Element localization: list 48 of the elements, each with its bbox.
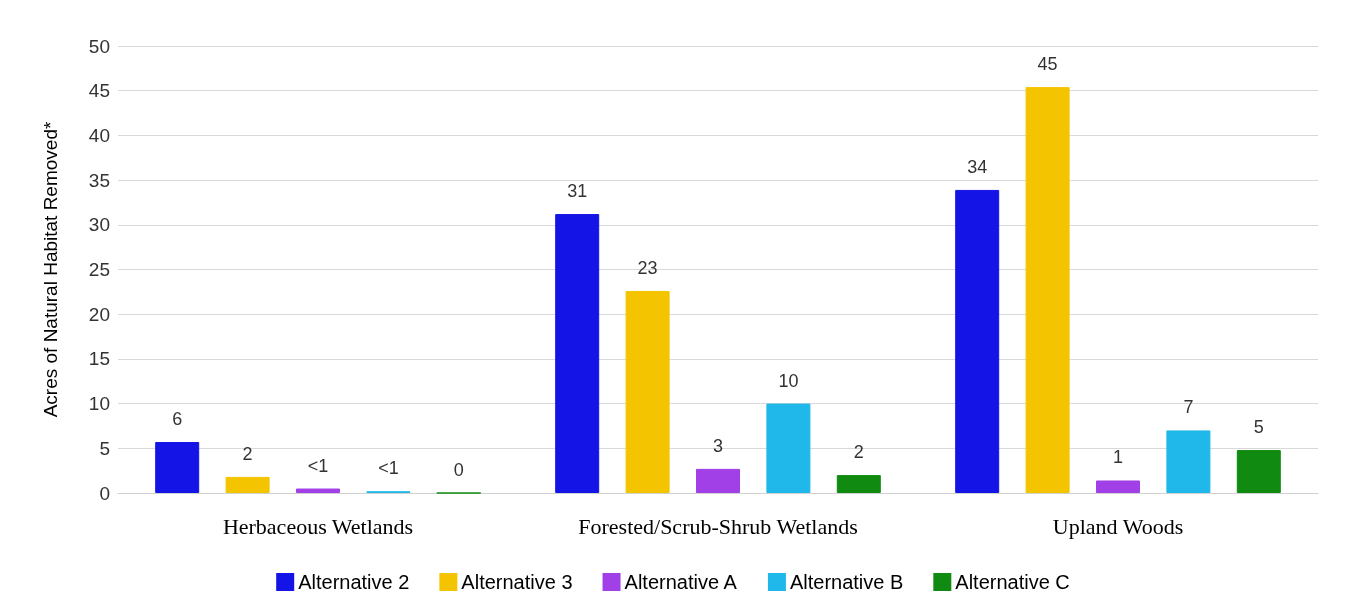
bar [296,488,340,493]
data-label: 31 [567,181,588,202]
bar [1096,480,1140,493]
bar [555,214,600,493]
y-tick-label: 30 [88,214,110,236]
data-label: <1 [378,458,399,479]
data-label: 5 [1253,417,1264,438]
bar [1166,430,1211,493]
bar [225,476,270,493]
legend-label: Alternative A [624,571,738,593]
y-tick-label: 15 [88,348,110,370]
x-tick-label: Forested/Scrub-Shrub Wetlands [578,513,858,539]
data-label: 0 [453,459,464,480]
data-label: 23 [637,257,658,278]
y-tick-label: 20 [88,303,110,325]
y-tick-label: 5 [99,437,110,459]
bar [696,468,740,493]
y-axis-title: Acres of Natural Habitat Removed* [40,121,61,418]
x-tick-label: Upland Woods [1052,513,1184,539]
bar [155,442,200,493]
x-tick-label: Herbaceous Wetlands [222,513,414,539]
bar [625,290,670,493]
data-label: 10 [778,370,799,391]
bar [766,403,811,493]
y-tick-label: 40 [88,124,110,146]
bar [1025,87,1070,493]
y-tick-label: 50 [88,35,110,57]
y-tick-label: 25 [88,259,110,280]
data-label: 2 [242,443,253,464]
data-label: 1 [1112,447,1124,468]
data-label: <1 [307,455,329,476]
data-label: 34 [967,156,988,177]
bar [955,189,1000,493]
legend-label: Alternative 2 [298,571,410,593]
y-tick-label: 45 [88,80,110,102]
data-label: 6 [172,409,183,430]
data-label: 2 [853,442,864,463]
data-label: 3 [712,435,724,456]
legend-label: Alternative C [955,571,1070,593]
data-label: 7 [1183,397,1194,418]
bar [836,475,881,493]
legend-label: Alternative 3 [461,571,573,593]
y-tick-label: 10 [88,393,110,415]
y-tick-label: 35 [88,169,110,191]
y-tick-label: 0 [99,482,110,504]
data-label: 45 [1037,54,1058,75]
legend-label: Alternative B [789,571,904,593]
bar [1236,450,1281,493]
